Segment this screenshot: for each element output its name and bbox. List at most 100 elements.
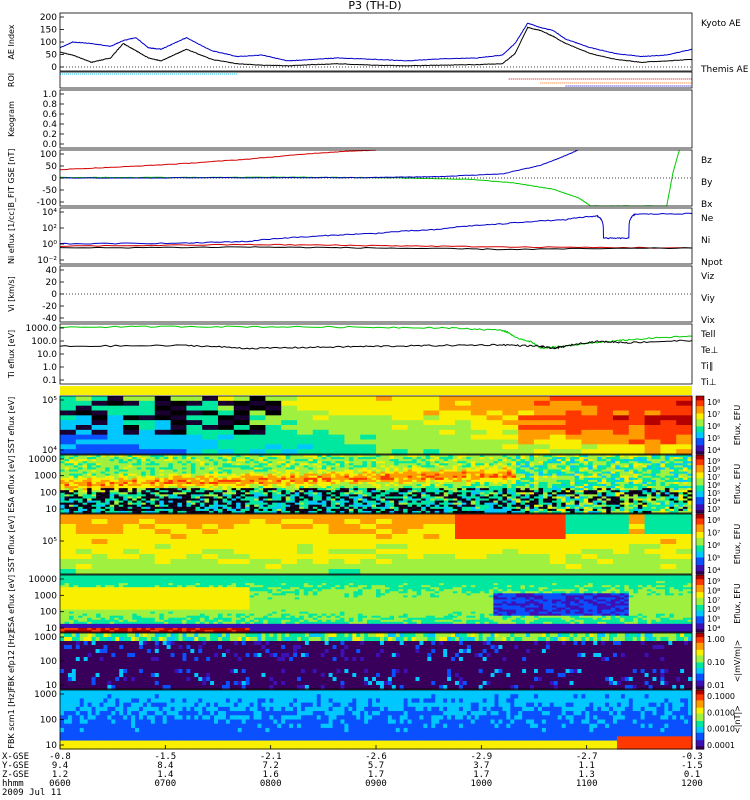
heatmap-cell bbox=[601, 461, 607, 464]
heatmap-cell bbox=[552, 479, 558, 483]
heatmap-cell bbox=[87, 465, 93, 469]
heatmap-cell bbox=[430, 467, 436, 471]
heatmap-cell bbox=[233, 410, 251, 416]
heatmap-cell bbox=[687, 473, 693, 477]
heatmap-cell bbox=[637, 465, 643, 469]
heatmap-cell bbox=[285, 461, 291, 464]
heatmap-cell bbox=[172, 469, 178, 473]
heatmap-cell bbox=[227, 455, 233, 458]
heatmap-cell bbox=[87, 488, 93, 491]
heatmap-cell bbox=[642, 486, 648, 489]
heatmap-cell bbox=[434, 477, 440, 481]
heatmap-cell bbox=[461, 473, 467, 477]
heatmap-cell bbox=[644, 444, 661, 450]
heatmap-cell bbox=[245, 467, 251, 471]
heatmap-cell bbox=[344, 490, 350, 493]
heatmap-cell bbox=[502, 439, 519, 445]
heatmap-cell bbox=[515, 463, 522, 466]
heatmap-cell bbox=[136, 484, 142, 487]
heatmap-cell bbox=[651, 455, 657, 458]
heatmap-cell bbox=[190, 492, 197, 495]
heatmap-cell bbox=[660, 444, 677, 450]
heatmap-cell bbox=[145, 498, 151, 502]
heatmap-cell bbox=[208, 498, 215, 502]
heatmap-cell bbox=[199, 498, 206, 502]
heatmap-cell bbox=[208, 490, 215, 493]
heatmap-cell bbox=[660, 449, 677, 455]
heatmap-cell bbox=[267, 488, 273, 491]
heatmap-cell bbox=[208, 492, 215, 495]
heatmap-cell bbox=[265, 524, 282, 530]
heatmap-cell bbox=[159, 494, 165, 498]
heatmap-cell bbox=[139, 444, 156, 450]
heatmap-cell bbox=[328, 425, 345, 431]
heatmap-cell bbox=[664, 492, 671, 495]
heatmap-cell bbox=[186, 410, 203, 416]
heatmap-cell bbox=[276, 492, 282, 495]
heatmap-cell bbox=[601, 492, 607, 495]
heatmap-cell bbox=[132, 461, 138, 464]
heatmap-cell bbox=[371, 488, 377, 491]
heatmap-cell bbox=[484, 463, 490, 466]
heatmap-cell bbox=[660, 524, 677, 530]
heatmap-cell bbox=[425, 469, 431, 473]
heatmap-cell bbox=[574, 492, 580, 495]
heatmap-cell bbox=[655, 496, 661, 500]
heatmap-cell bbox=[263, 488, 269, 491]
heatmap-cell bbox=[416, 467, 422, 471]
heatmap-cell bbox=[574, 486, 580, 489]
heatmap-cell bbox=[123, 564, 140, 570]
heatmap-cell bbox=[139, 534, 156, 540]
heatmap-cell bbox=[69, 463, 75, 466]
heatmap-cell bbox=[412, 481, 418, 485]
heatmap-cell bbox=[588, 467, 594, 471]
heatmap-cell bbox=[96, 465, 102, 469]
heatmap-cell bbox=[628, 494, 634, 498]
heatmap-cell bbox=[457, 471, 463, 475]
heatmap-cell bbox=[139, 429, 156, 436]
heatmap-cell bbox=[376, 425, 393, 431]
heatmap-cell bbox=[515, 490, 522, 493]
heatmap-cell bbox=[486, 439, 503, 445]
heatmap-cell bbox=[150, 471, 156, 475]
heatmap-cell bbox=[448, 459, 454, 462]
heatmap-cell bbox=[624, 486, 630, 489]
heatmap-cell bbox=[317, 473, 323, 477]
heatmap-cell bbox=[312, 459, 318, 462]
heatmap-cell bbox=[610, 475, 616, 479]
heatmap-cell bbox=[439, 492, 445, 495]
heatmap-cell bbox=[637, 490, 643, 493]
heatmap-cell bbox=[344, 420, 361, 426]
heatmap-cell bbox=[646, 477, 652, 481]
heatmap-cell bbox=[281, 524, 298, 530]
heatmap-cell bbox=[195, 488, 201, 491]
heatmap-cell bbox=[181, 484, 187, 487]
heatmap-cell bbox=[190, 455, 197, 458]
heatmap-cell bbox=[371, 465, 377, 469]
heatmap-cell bbox=[127, 467, 133, 471]
heatmap-cell bbox=[534, 459, 540, 462]
heatmap-cell bbox=[606, 455, 612, 458]
heatmap-cell bbox=[136, 479, 142, 483]
heatmap-cell bbox=[488, 471, 494, 475]
heatmap-cell bbox=[518, 524, 535, 530]
heatmap-cell bbox=[493, 463, 499, 466]
heatmap-cell bbox=[579, 461, 585, 464]
heatmap-cell bbox=[394, 490, 400, 493]
heatmap-cell bbox=[265, 559, 282, 565]
heatmap-cell bbox=[561, 492, 567, 495]
heatmap-cell bbox=[407, 434, 424, 441]
heatmap-cell bbox=[506, 469, 513, 473]
heatmap-cell bbox=[281, 425, 298, 431]
heatmap-cell bbox=[534, 396, 551, 402]
heatmap-cell bbox=[637, 467, 643, 471]
heatmap-cell bbox=[455, 534, 472, 540]
heatmap-cell bbox=[651, 457, 657, 460]
heatmap-cell bbox=[613, 434, 630, 441]
heatmap-cell bbox=[619, 479, 625, 483]
heatmap-cell bbox=[574, 463, 580, 466]
heatmap-cell bbox=[308, 492, 314, 495]
heatmap-cell bbox=[556, 455, 562, 458]
heatmap-cell bbox=[439, 544, 456, 550]
heatmap-cell bbox=[385, 488, 391, 491]
